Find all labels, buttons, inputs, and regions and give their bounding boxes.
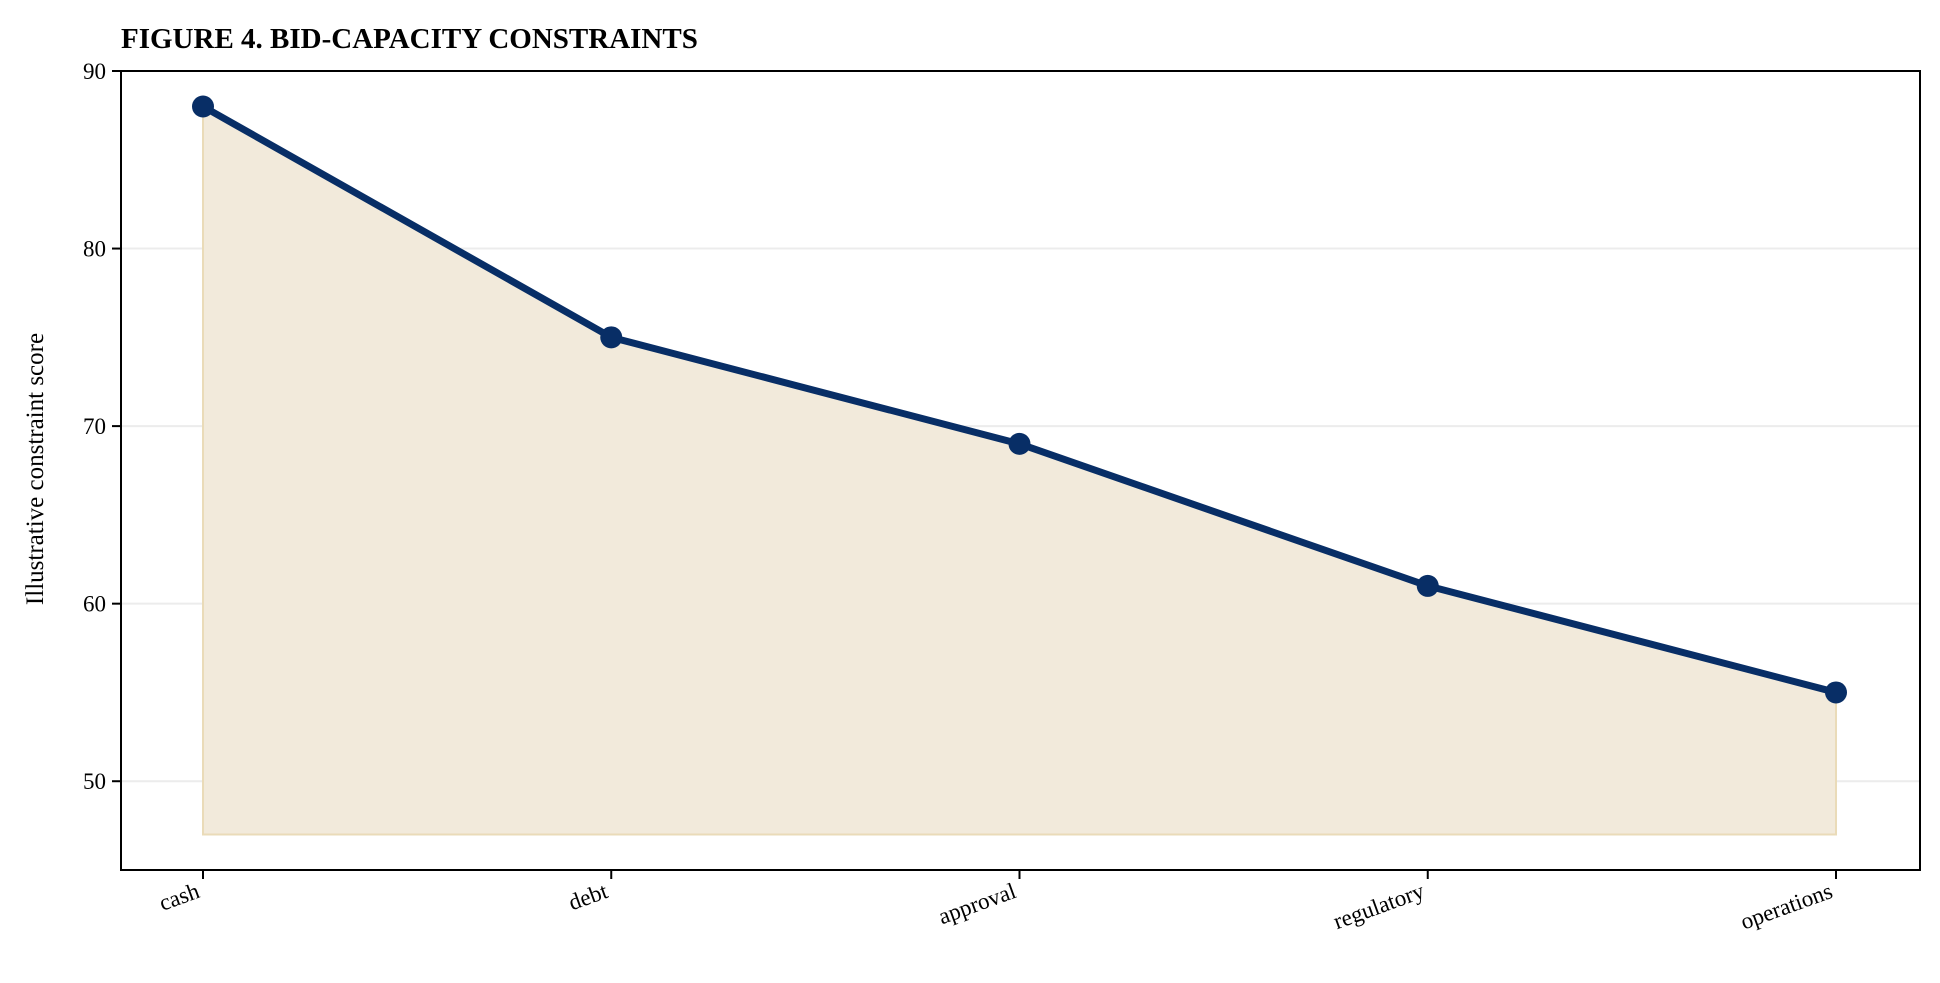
area-fill-layer bbox=[202, 104, 1837, 836]
y-tick-label: 80 bbox=[83, 237, 106, 262]
data-point bbox=[1825, 681, 1847, 704]
y-tick-label: 60 bbox=[83, 592, 106, 617]
x-tick-label: operations bbox=[1737, 878, 1836, 934]
y-tick-label: 70 bbox=[83, 414, 106, 439]
x-tick-label: debt bbox=[565, 878, 611, 915]
chart-title: FIGURE 4. BID-CAPACITY CONSTRAINTS bbox=[121, 23, 698, 55]
y-tick-label: 90 bbox=[83, 59, 106, 84]
x-tick-label: cash bbox=[156, 878, 203, 916]
x-axis-ticks: cash debt approval regulatory operations bbox=[156, 870, 1837, 934]
area-fill bbox=[202, 104, 1837, 836]
data-point bbox=[1008, 432, 1031, 455]
y-axis-ticks: 50 60 70 80 90 bbox=[83, 59, 121, 794]
y-tick-label: 50 bbox=[83, 769, 106, 794]
x-tick-label: regulatory bbox=[1330, 878, 1428, 934]
data-point bbox=[1416, 574, 1439, 597]
y-axis-label: Illustrative constraint score bbox=[22, 333, 49, 605]
data-point bbox=[192, 95, 214, 118]
data-point bbox=[600, 326, 623, 349]
data-markers bbox=[192, 95, 1847, 704]
x-tick-label: approval bbox=[935, 878, 1019, 929]
